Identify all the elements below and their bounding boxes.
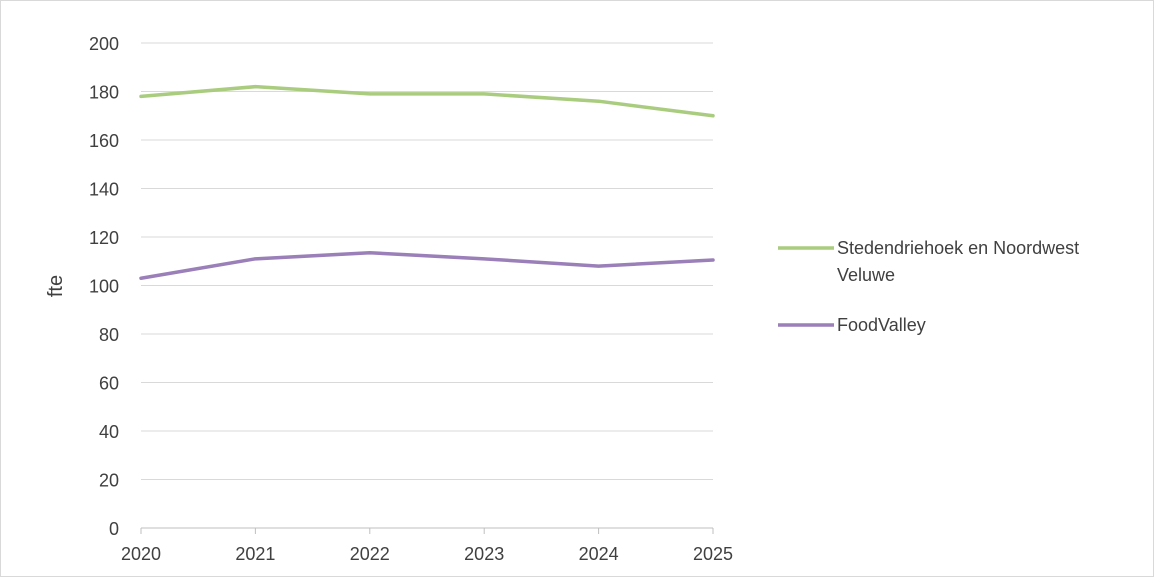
axes: 0 20 40 60 80 100 120 140 160 180 200 2020 2021 2022 2… — [89, 34, 733, 564]
legend-label-line: Stedendriehoek en Noordwest — [837, 238, 1079, 258]
y-tick-label-60: 60 — [99, 374, 119, 394]
x-tick-label-2020: 2020 — [121, 544, 161, 564]
y-tick-label-100: 100 — [89, 277, 119, 297]
x-tick-label-2024: 2024 — [579, 544, 619, 564]
axis-labels: fte — [45, 275, 67, 297]
series-lines — [139, 84, 715, 280]
y-tick-label-120: 120 — [89, 228, 119, 248]
y-tick-label-180: 180 — [89, 83, 119, 103]
legend-label-0: Stedendriehoek en Noordwest Veluwe — [837, 238, 1079, 285]
y-tick-label-0: 0 — [109, 519, 119, 539]
legend-label-1: FoodValley — [837, 315, 926, 335]
y-tick-label-20: 20 — [99, 471, 119, 491]
legend: Stedendriehoek en Noordwest Veluwe FoodVal… — [778, 238, 1079, 335]
x-tick-label-2023: 2023 — [464, 544, 504, 564]
legend-label-line: Veluwe — [837, 265, 895, 285]
legend-label-line: FoodValley — [837, 315, 926, 335]
y-tick-label-160: 160 — [89, 131, 119, 151]
x-tick-label-2022: 2022 — [350, 544, 390, 564]
y-tick-label-140: 140 — [89, 180, 119, 200]
x-tick-label-2025: 2025 — [693, 544, 733, 564]
x-tick-label-2021: 2021 — [235, 544, 275, 564]
gridlines — [141, 42, 713, 480]
y-tick-label-80: 80 — [99, 325, 119, 345]
y-axis-title: fte — [45, 275, 67, 297]
y-tick-label-40: 40 — [99, 422, 119, 442]
series-line-1 — [139, 251, 715, 280]
y-tick-label-200: 200 — [89, 34, 119, 54]
series-line-0 — [139, 84, 715, 118]
